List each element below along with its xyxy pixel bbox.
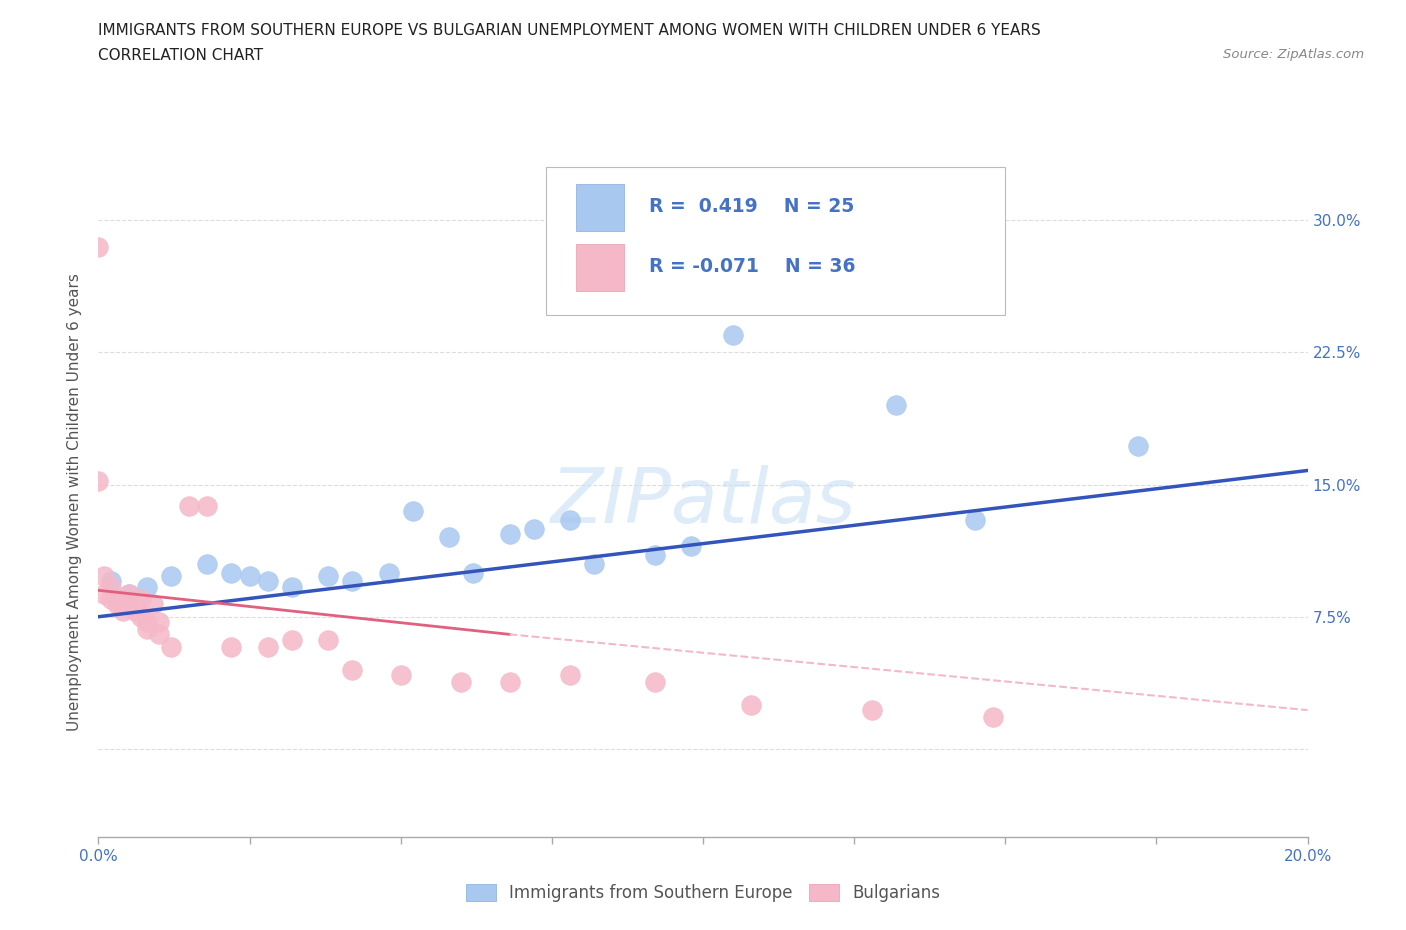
Point (583, 556, 606, 571)
Bar (576, 184, 624, 231)
Point (886, 398, 908, 413)
Point (281, 632, 304, 647)
Point (124, 604, 146, 618)
Point (105, 597, 128, 612)
Point (100, 574, 122, 589)
Point (93, 569, 115, 584)
Point (256, 574, 278, 589)
Point (558, 512, 581, 527)
Point (450, 674, 472, 689)
Point (111, 604, 134, 618)
Point (87, 473, 110, 488)
Point (1128, 438, 1150, 453)
Point (179, 498, 201, 513)
Point (860, 703, 883, 718)
Point (118, 587, 141, 602)
Text: R = -0.071    N = 36: R = -0.071 N = 36 (648, 257, 855, 276)
Point (160, 569, 183, 584)
Point (135, 579, 157, 594)
Point (135, 615, 157, 630)
Text: ZIPatlas: ZIPatlas (550, 465, 856, 539)
Point (679, 538, 702, 553)
Y-axis label: Unemployment Among Women with Children Under 6 years: Unemployment Among Women with Children U… (67, 273, 83, 731)
Point (100, 579, 122, 594)
Point (644, 548, 666, 563)
Point (981, 710, 1004, 724)
Text: CORRELATION CHART: CORRELATION CHART (98, 48, 263, 63)
Point (498, 674, 520, 689)
Point (316, 632, 339, 647)
Text: IMMIGRANTS FROM SOUTHERN EUROPE VS BULGARIAN UNEMPLOYMENT AMONG WOMEN WITH CHILD: IMMIGRANTS FROM SOUTHERN EUROPE VS BULGA… (98, 23, 1042, 38)
Point (105, 591, 128, 606)
Point (377, 565, 399, 580)
Point (723, 327, 745, 342)
Point (316, 569, 339, 584)
Point (100, 591, 122, 606)
Legend: Immigrants from Southern Europe, Bulgarians: Immigrants from Southern Europe, Bulgari… (458, 878, 948, 909)
Point (523, 521, 546, 536)
Point (389, 668, 412, 683)
Point (644, 674, 666, 689)
Point (148, 615, 170, 630)
Point (129, 591, 152, 606)
Bar (576, 245, 624, 291)
Point (142, 597, 165, 612)
Point (221, 639, 243, 654)
Point (281, 579, 304, 594)
Point (965, 512, 987, 527)
Point (437, 530, 460, 545)
Point (239, 569, 262, 584)
Point (558, 668, 581, 683)
Text: R =  0.419    N = 25: R = 0.419 N = 25 (648, 197, 853, 216)
Point (256, 639, 278, 654)
Point (118, 597, 141, 612)
Point (498, 526, 520, 541)
Text: Source: ZipAtlas.com: Source: ZipAtlas.com (1223, 48, 1364, 61)
Point (87, 239, 110, 254)
Point (124, 597, 146, 612)
Point (463, 565, 485, 580)
Point (342, 662, 364, 677)
Point (129, 609, 152, 624)
Point (195, 556, 218, 571)
Point (148, 627, 170, 642)
Point (402, 503, 425, 518)
Point (118, 587, 141, 602)
FancyBboxPatch shape (546, 167, 1005, 314)
Point (342, 574, 364, 589)
Point (160, 639, 183, 654)
Point (740, 698, 762, 712)
Point (195, 498, 218, 513)
Point (93, 587, 115, 602)
Point (221, 565, 243, 580)
Point (135, 621, 157, 636)
